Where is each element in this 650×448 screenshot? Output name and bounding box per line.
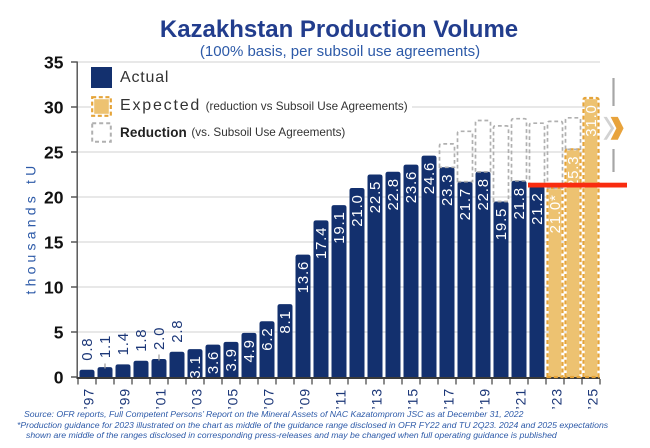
svg-text:’99: ’99 (116, 388, 132, 410)
svg-text:2.0: 2.0 (151, 327, 168, 350)
svg-text:22.8: 22.8 (385, 178, 402, 210)
svg-text:’01: ’01 (152, 388, 168, 410)
svg-text:10: 10 (44, 277, 64, 297)
svg-text:0.8: 0.8 (79, 338, 96, 361)
svg-text:21.2: 21.2 (529, 193, 546, 225)
svg-text:’09: ’09 (296, 388, 312, 410)
svg-text:5: 5 (54, 322, 64, 342)
svg-text:30: 30 (44, 97, 64, 117)
svg-text:19.5: 19.5 (493, 208, 510, 240)
svg-text:’17: ’17 (440, 388, 456, 410)
svg-text:20: 20 (44, 187, 64, 207)
svg-text:thousands tU: thousands tU (23, 162, 39, 295)
svg-text:22.5: 22.5 (367, 181, 384, 213)
svg-text:6.2: 6.2 (259, 328, 276, 351)
svg-text:13.6: 13.6 (295, 261, 312, 293)
svg-text:21.8: 21.8 (511, 187, 528, 219)
svg-text:’05: ’05 (224, 388, 240, 410)
svg-text:25.3: 25.3 (565, 156, 582, 188)
svg-text:’23: ’23 (548, 388, 564, 410)
svg-text:’11: ’11 (332, 389, 348, 410)
svg-text:19.1: 19.1 (331, 211, 348, 243)
svg-text:3.9: 3.9 (223, 348, 240, 371)
svg-text:3.1: 3.1 (187, 355, 204, 378)
svg-text:2.8: 2.8 (169, 320, 186, 343)
svg-text:’97: ’97 (80, 388, 96, 410)
svg-text:’19: ’19 (476, 388, 492, 410)
svg-text:8.1: 8.1 (277, 310, 294, 333)
svg-text:’13: ’13 (368, 388, 384, 410)
svg-text:24.6: 24.6 (421, 162, 438, 194)
svg-text:23.6: 23.6 (403, 171, 420, 203)
svg-text:35: 35 (44, 52, 64, 72)
svg-text:0: 0 (54, 367, 64, 387)
svg-text:21.0: 21.0 (349, 194, 366, 226)
svg-text:21.0*: 21.0* (547, 194, 564, 233)
svg-text:’03: ’03 (188, 388, 204, 410)
svg-text:1.8: 1.8 (133, 329, 150, 352)
svg-text:1.4: 1.4 (115, 332, 132, 355)
svg-text:3.6: 3.6 (205, 351, 222, 374)
svg-text:17.4: 17.4 (313, 227, 330, 259)
svg-text:21.7: 21.7 (457, 188, 474, 220)
svg-text:31.0: 31.0 (583, 104, 600, 136)
svg-text:22.8: 22.8 (475, 178, 492, 210)
svg-text:4.9: 4.9 (241, 339, 258, 362)
svg-text:25: 25 (44, 142, 64, 162)
svg-text:’21: ’21 (512, 388, 528, 410)
svg-text:’07: ’07 (260, 388, 276, 410)
svg-text:23.3: 23.3 (439, 174, 456, 206)
svg-text:’25: ’25 (584, 388, 600, 410)
svg-text:’15: ’15 (404, 388, 420, 410)
svg-text:15: 15 (44, 232, 64, 252)
svg-text:1.1: 1.1 (97, 335, 114, 358)
